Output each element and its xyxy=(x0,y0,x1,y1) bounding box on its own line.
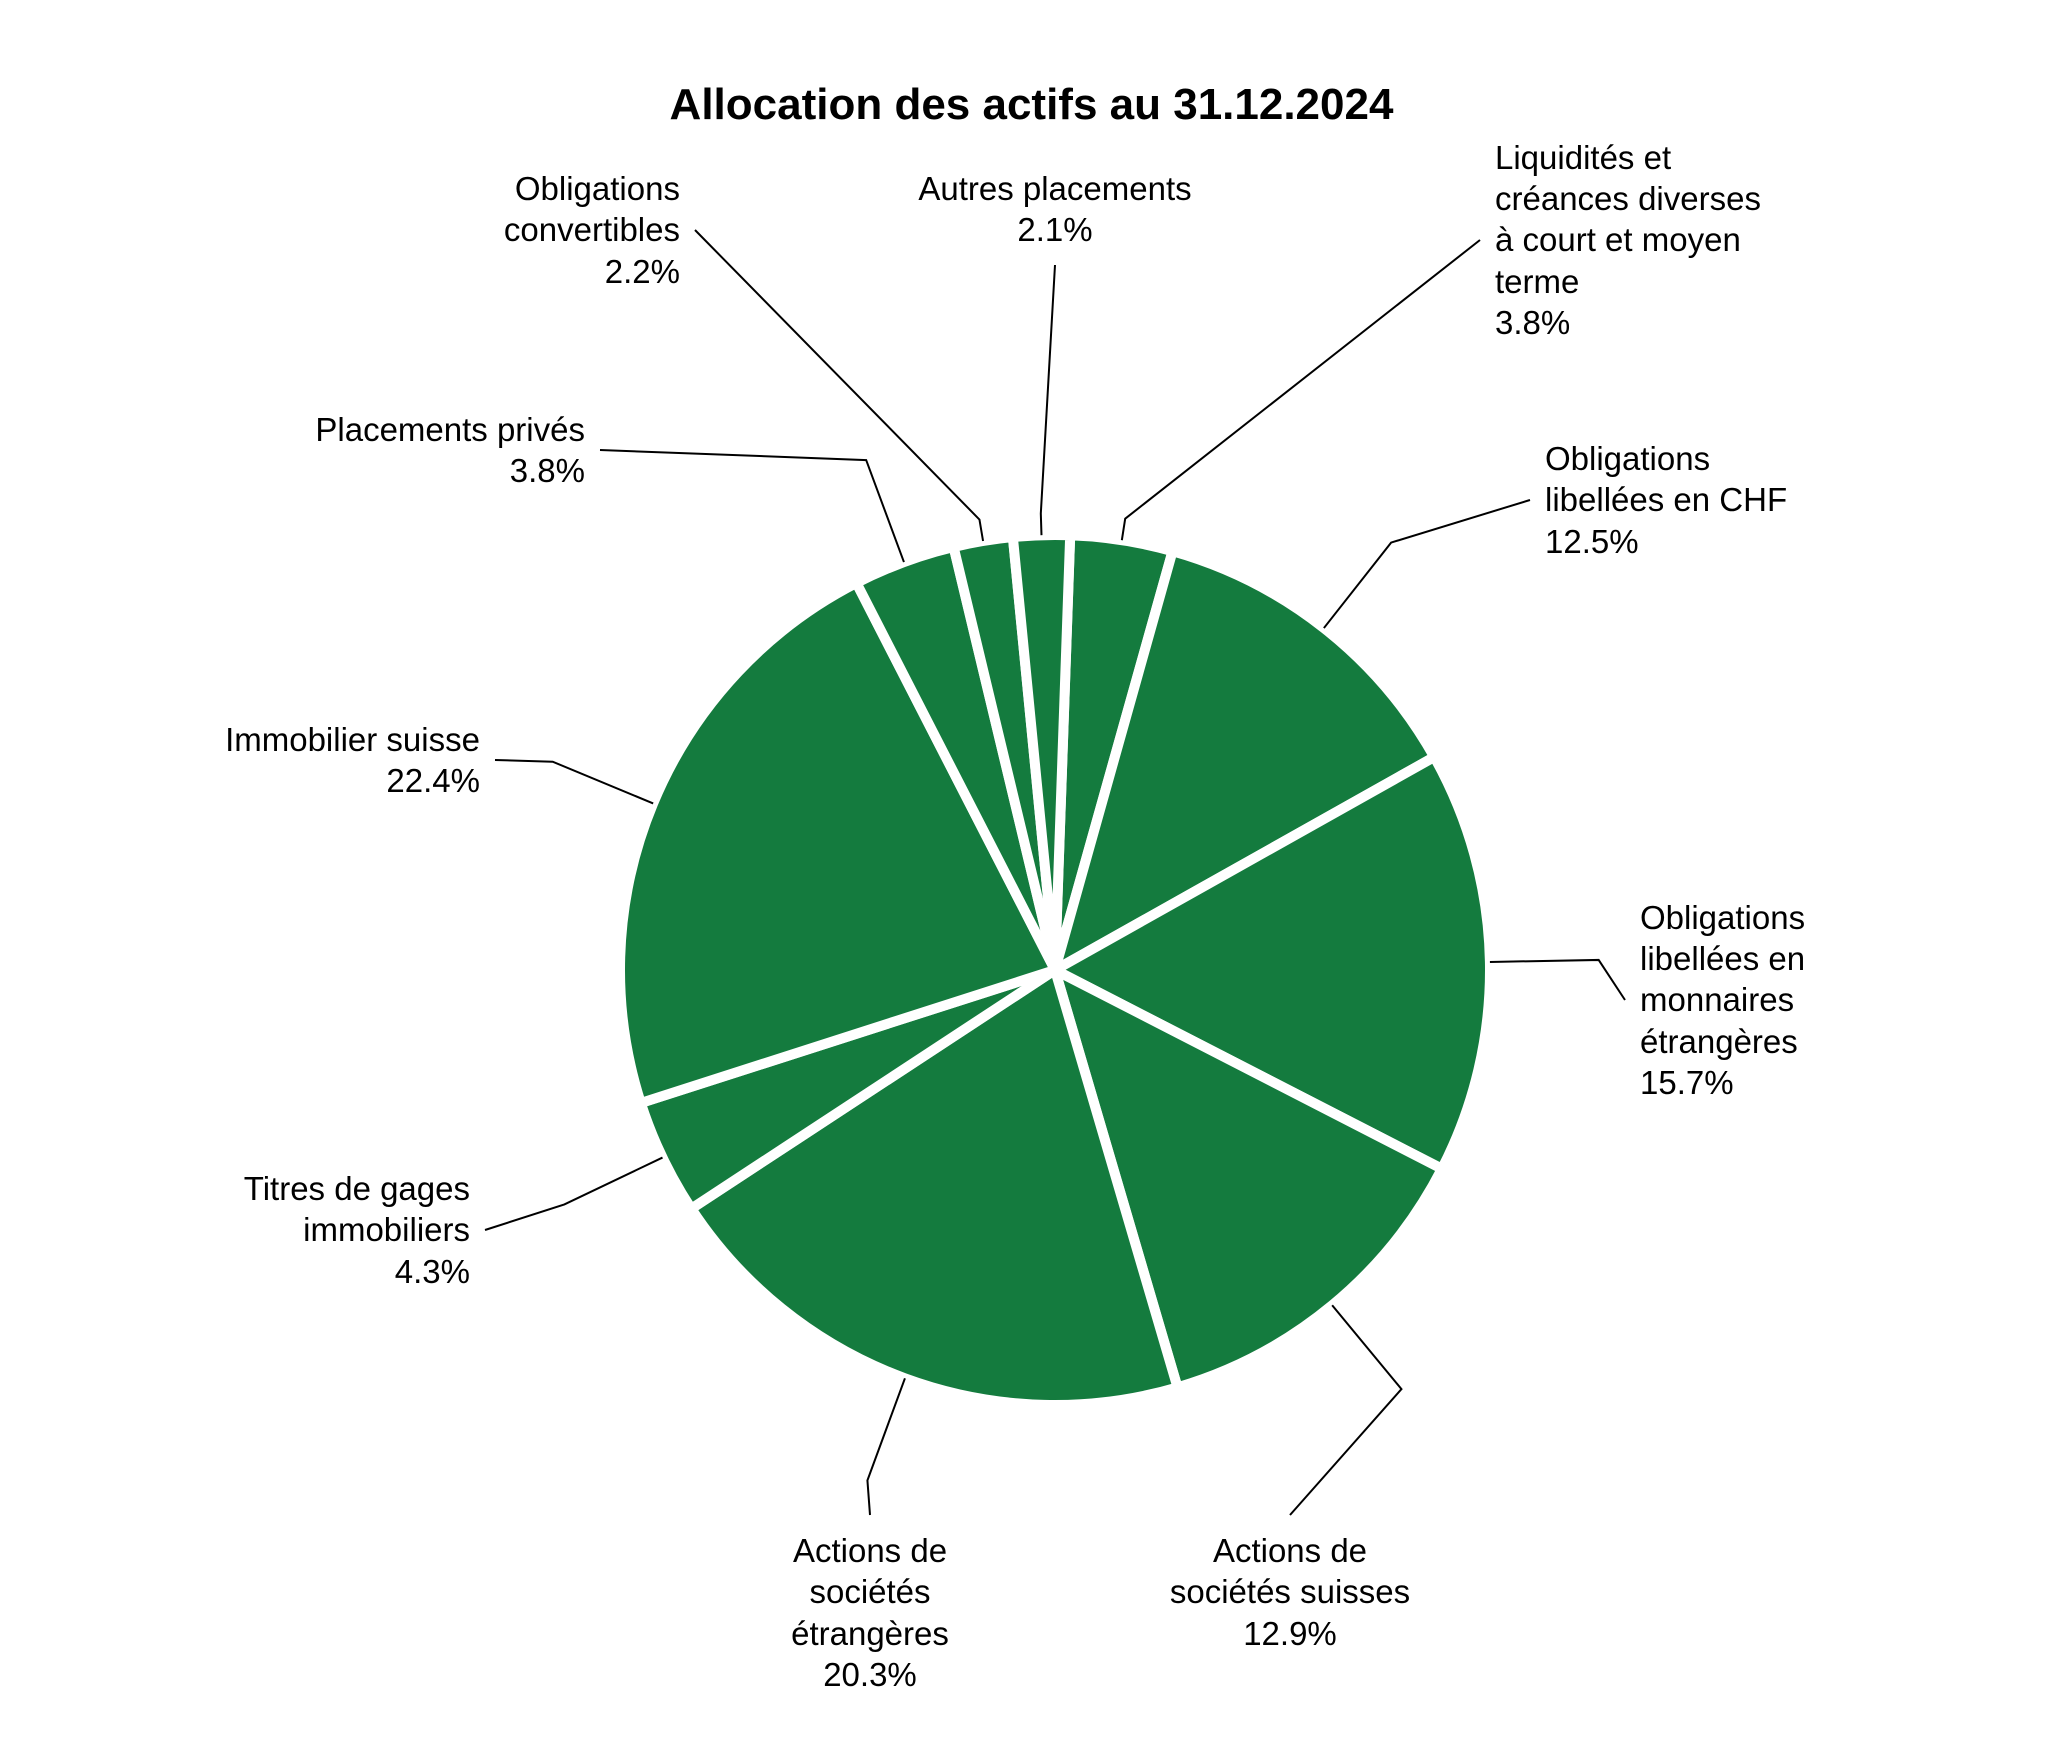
pie-slice-label: Placements privés 3.8% xyxy=(276,409,585,492)
leader-line xyxy=(1122,240,1480,540)
pie-slice-label: Autres placements 2.1% xyxy=(901,168,1210,251)
leader-line xyxy=(1290,1305,1401,1515)
leader-line xyxy=(867,1378,905,1515)
pie-chart-container: Allocation des actifs au 31.12.2024 Liqu… xyxy=(0,0,2063,1740)
leader-line xyxy=(1490,960,1625,1000)
pie-slice-label: Immobilier suisse 22.4% xyxy=(171,719,480,802)
leader-line xyxy=(1041,265,1055,535)
leader-line xyxy=(1324,500,1530,628)
leader-line xyxy=(695,230,983,541)
leader-line xyxy=(600,450,904,562)
pie-slice-label: Obligations libellées en monnaires étran… xyxy=(1640,897,1805,1103)
pie-slice-label: Obligations libellées en CHF 12.5% xyxy=(1545,438,1787,562)
leader-line xyxy=(485,1158,663,1230)
pie-slice-label: Actions de sociétés suisses 12.9% xyxy=(1145,1530,1435,1654)
pie-slice-label: Liquidités et créances diverses à court … xyxy=(1495,137,1761,343)
pie-slice-label: Actions de sociétés étrangères 20.3% xyxy=(779,1530,961,1695)
pie-slice-label: Obligations convertibles 2.2% xyxy=(462,168,680,292)
leader-line xyxy=(495,760,653,803)
pie-slice-label: Titres de gages immobiliers 4.3% xyxy=(198,1168,470,1292)
